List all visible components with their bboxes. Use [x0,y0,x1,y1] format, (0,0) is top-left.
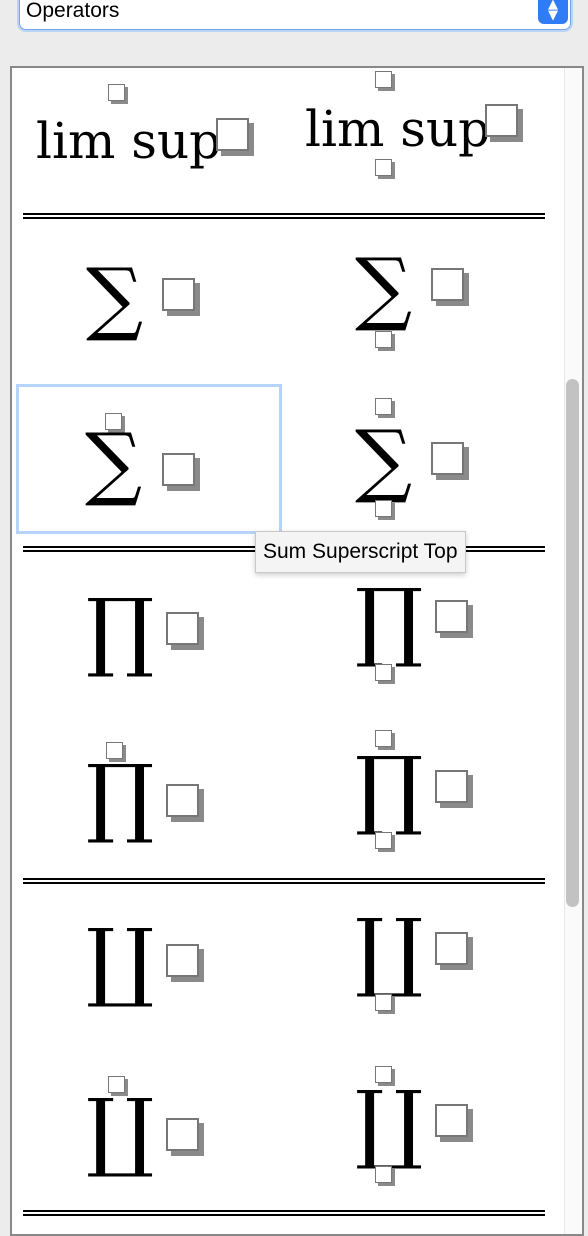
template-product[interactable]: ∏ [16,562,282,712]
placeholder-bottom-icon [375,1166,397,1188]
tooltip: Sum Superscript Top [255,531,466,573]
placeholder-top-icon [106,742,128,764]
placeholder-main-icon [162,453,202,493]
sum-glyph: ∑ [86,251,144,344]
template-product-under-over[interactable]: ∏ [287,728,553,878]
placeholder-main-icon [166,1118,206,1158]
updown-chevron-icon[interactable]: ▲ ▼ [538,0,568,24]
placeholder-top-icon [375,730,397,752]
product-glyph: ∏ [355,571,424,671]
coproduct-glyph: ∐ [355,901,424,1001]
sum-glyph: ∑ [85,416,143,509]
coproduct-glyph: ∐ [355,1073,424,1173]
placeholder-top-icon [105,413,127,435]
placeholder-main-icon [166,784,206,824]
placeholder-main-icon [166,612,206,652]
placeholder-main-icon [435,932,475,972]
template-sum-under-over[interactable]: ∑ [287,384,553,534]
product-glyph: ∏ [355,739,424,839]
placeholder-main-icon [431,442,471,482]
placeholder-bottom-icon [375,664,397,686]
placeholder-main-icon [435,600,475,640]
placeholder-bottom-icon [375,159,397,181]
placeholder-bottom-icon [375,994,397,1016]
template-coproduct-superscript-top[interactable]: ∐ [16,1066,282,1216]
placeholder-top-icon [108,84,130,106]
template-sum-subscript-bottom[interactable]: ∑ [287,228,553,378]
lim-sup-glyph: lim sup [36,112,222,170]
lim-sup-glyph: lim sup [305,100,491,158]
placeholder-main-icon [162,278,202,318]
group-separator [23,1210,545,1216]
sum-glyph: ∑ [355,413,413,506]
group-separator [23,878,545,884]
placeholder-main-icon [435,1104,475,1144]
placeholder-main-icon [431,268,471,308]
template-sum-superscript-top[interactable]: ∑ [16,384,282,534]
category-select[interactable]: Operators ▲ ▼ [19,0,571,30]
scrollbar-thumb[interactable] [566,379,579,907]
template-lim-sup-under-over[interactable]: lim sup [287,68,553,218]
placeholder-main-icon [435,770,475,810]
placeholder-bottom-icon [375,331,397,353]
placeholder-bottom-icon [375,832,397,854]
template-coproduct-subscript-bottom[interactable]: ∐ [287,894,553,1044]
placeholder-bottom-icon [375,500,397,522]
template-coproduct-under-over[interactable]: ∐ [287,1066,553,1216]
template-palette: lim sup lim sup ∑ ∑ ∑ ∑ ∏ ∏ [10,66,584,1236]
template-product-superscript-top[interactable]: ∏ [16,728,282,878]
placeholder-main-icon [485,104,525,144]
placeholder-top-icon [108,1076,130,1098]
template-product-subscript-bottom[interactable]: ∏ [287,562,553,712]
placeholder-main-icon [216,118,256,158]
group-separator [23,213,545,219]
template-sum-subscript[interactable]: ∑ [16,228,282,378]
template-coproduct[interactable]: ∐ [16,894,282,1044]
product-glyph: ∏ [86,581,155,681]
template-lim-sup-over[interactable]: lim sup [16,68,282,218]
product-glyph: ∏ [86,747,155,847]
sum-glyph: ∑ [355,241,413,334]
coproduct-glyph: ∐ [86,1081,155,1181]
placeholder-top-icon [375,1066,397,1088]
placeholder-top-icon [375,71,397,93]
coproduct-glyph: ∐ [86,911,155,1011]
category-select-value: Operators [26,0,120,22]
placeholder-main-icon [166,944,206,984]
placeholder-top-icon [375,398,397,420]
